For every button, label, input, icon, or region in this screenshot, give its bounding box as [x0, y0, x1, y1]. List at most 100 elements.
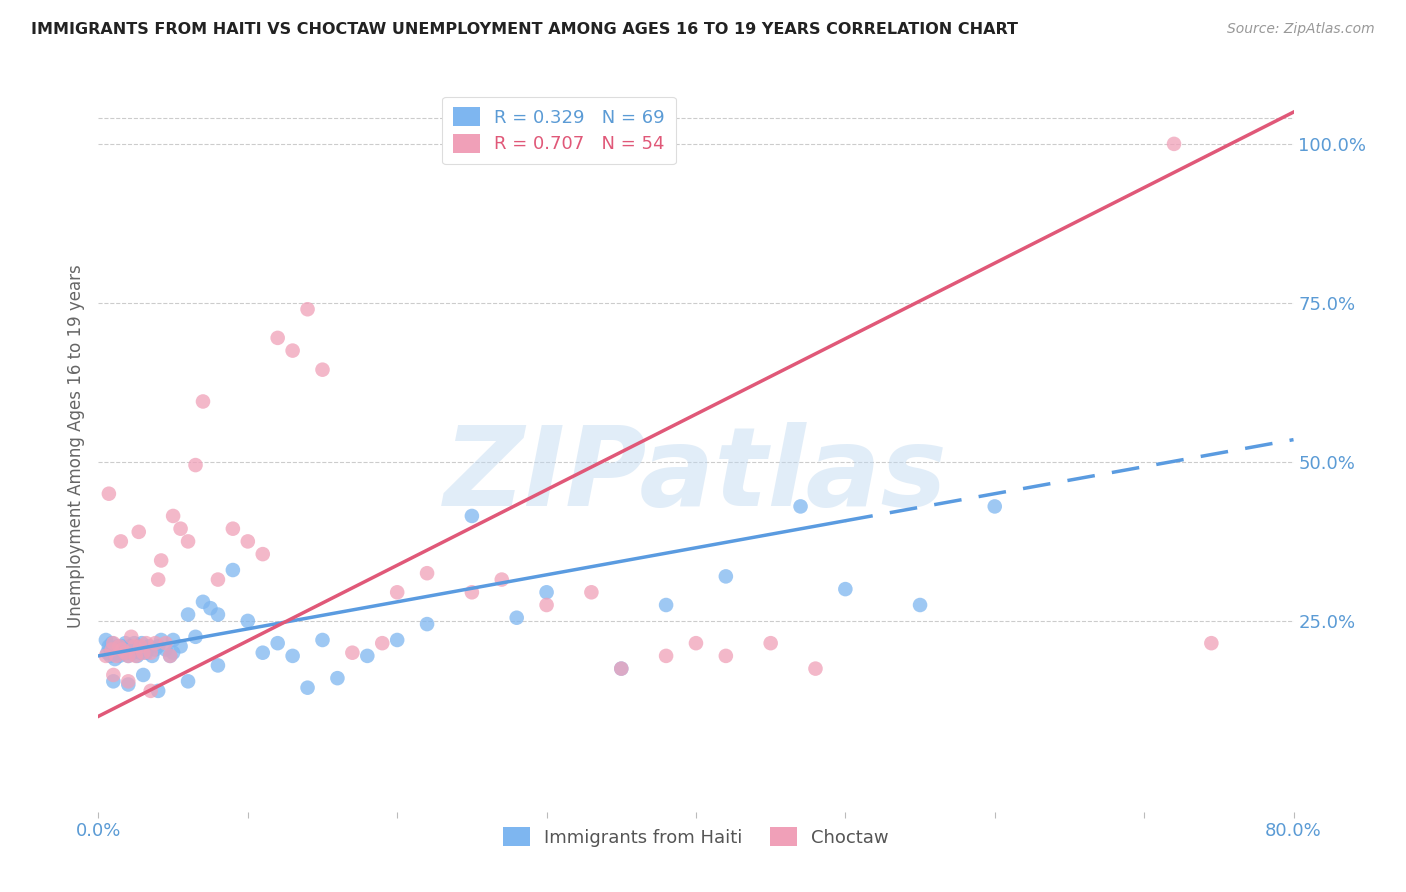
- Point: [110, 646, 132, 660]
- Point: [177, 674, 200, 689]
- Point: [789, 500, 811, 514]
- Point: [118, 640, 141, 654]
- Point: [252, 547, 274, 561]
- Point: [342, 646, 364, 660]
- Point: [94, 632, 117, 647]
- Point: [107, 640, 129, 654]
- Point: [115, 646, 138, 660]
- Point: [150, 632, 173, 647]
- Text: IMMIGRANTS FROM HAITI VS CHOCTAW UNEMPLOYMENT AMONG AGES 16 TO 19 YEARS CORRELAT: IMMIGRANTS FROM HAITI VS CHOCTAW UNEMPLO…: [31, 22, 1018, 37]
- Point: [159, 648, 181, 663]
- Point: [111, 642, 134, 657]
- Point: [714, 569, 737, 583]
- Point: [127, 648, 149, 663]
- Point: [162, 632, 184, 647]
- Point: [129, 640, 152, 654]
- Point: [655, 598, 678, 612]
- Point: [124, 636, 146, 650]
- Point: [385, 632, 409, 647]
- Point: [132, 646, 155, 660]
- Y-axis label: Unemployment Among Ages 16 to 19 years: Unemployment Among Ages 16 to 19 years: [66, 264, 84, 628]
- Point: [155, 642, 177, 657]
- Point: [128, 640, 150, 654]
- Point: [281, 648, 304, 663]
- Point: [108, 640, 131, 654]
- Point: [124, 640, 146, 654]
- Point: [297, 302, 319, 317]
- Point: [356, 648, 378, 663]
- Point: [281, 343, 304, 358]
- Point: [191, 595, 214, 609]
- Point: [143, 642, 166, 657]
- Point: [148, 573, 170, 587]
- Point: [536, 585, 558, 599]
- Point: [103, 668, 125, 682]
- Point: [610, 662, 633, 676]
- Point: [117, 648, 139, 663]
- Point: [169, 640, 191, 654]
- Point: [207, 658, 229, 673]
- Point: [506, 611, 529, 625]
- Point: [184, 458, 207, 472]
- Point: [135, 636, 157, 650]
- Point: [101, 636, 124, 650]
- Point: [94, 648, 117, 663]
- Point: [114, 646, 136, 660]
- Point: [759, 636, 782, 650]
- Point: [150, 553, 173, 567]
- Point: [111, 640, 134, 654]
- Point: [177, 607, 200, 622]
- Point: [139, 684, 162, 698]
- Point: [191, 394, 214, 409]
- Point: [416, 617, 439, 632]
- Point: [655, 648, 678, 663]
- Point: [105, 646, 128, 660]
- Point: [148, 684, 170, 698]
- Point: [135, 646, 157, 660]
- Point: [103, 636, 125, 650]
- Point: [117, 677, 139, 691]
- Point: [108, 648, 131, 663]
- Point: [104, 652, 127, 666]
- Point: [236, 534, 259, 549]
- Point: [1201, 636, 1223, 650]
- Text: Source: ZipAtlas.com: Source: ZipAtlas.com: [1227, 22, 1375, 37]
- Point: [132, 668, 155, 682]
- Point: [461, 585, 484, 599]
- Point: [105, 648, 128, 663]
- Point: [581, 585, 603, 599]
- Point: [103, 642, 125, 657]
- Point: [610, 662, 633, 676]
- Point: [121, 646, 143, 660]
- Point: [685, 636, 707, 650]
- Point: [236, 614, 259, 628]
- Point: [416, 566, 439, 581]
- Point: [120, 630, 142, 644]
- Legend: Immigrants from Haiti, Choctaw: Immigrants from Haiti, Choctaw: [496, 820, 896, 854]
- Point: [120, 642, 142, 657]
- Point: [207, 573, 229, 587]
- Text: ZIPatlas: ZIPatlas: [444, 422, 948, 529]
- Point: [125, 642, 148, 657]
- Point: [222, 522, 245, 536]
- Point: [252, 646, 274, 660]
- Point: [112, 642, 135, 657]
- Point: [297, 681, 319, 695]
- Point: [169, 522, 191, 536]
- Point: [834, 582, 856, 596]
- Point: [129, 646, 152, 660]
- Point: [326, 671, 349, 685]
- Point: [159, 648, 181, 663]
- Point: [139, 646, 162, 660]
- Point: [207, 607, 229, 622]
- Point: [461, 508, 484, 523]
- Point: [141, 648, 163, 663]
- Point: [138, 640, 160, 654]
- Point: [117, 674, 139, 689]
- Point: [101, 642, 124, 657]
- Point: [128, 524, 150, 539]
- Point: [117, 648, 139, 663]
- Point: [132, 642, 155, 657]
- Point: [311, 632, 333, 647]
- Point: [371, 636, 394, 650]
